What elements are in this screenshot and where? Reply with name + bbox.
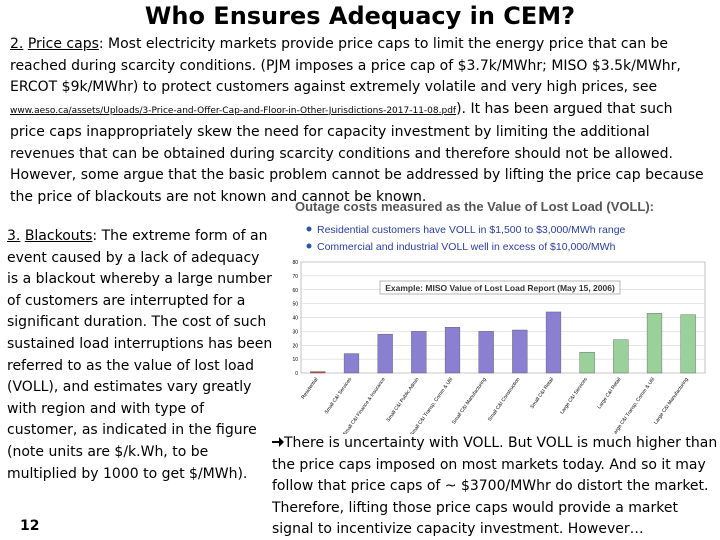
slide-title: Who Ensures Adequacy in CEM? [144, 2, 576, 30]
chart: Outage costs measured as the Value of Lo… [285, 198, 720, 434]
bar [512, 329, 528, 374]
link[interactable]: www.aeso.ca/assets/Uploads/3-Price-and-O… [10, 105, 457, 116]
bar [680, 314, 696, 374]
page-number: 12 [20, 518, 40, 534]
arrow-icon [272, 437, 284, 447]
bar [579, 351, 595, 374]
y-tick-label: 60 [292, 288, 298, 294]
text: : The extreme form of an event caused by… [7, 228, 273, 482]
y-tick-label: 30 [292, 329, 298, 335]
number: 3. [7, 228, 21, 244]
y-tick-label: 80 [292, 260, 298, 266]
bar [613, 339, 629, 374]
bar [411, 331, 427, 374]
bar [377, 333, 393, 374]
text: ). It has been argued that such price ca… [10, 100, 704, 205]
text: There is uncertainty with VOLL. But VOLL… [272, 435, 718, 537]
figure-bullet: Commercial and industrial VOLL well in e… [317, 241, 616, 253]
text: : Most electricity markets provide price… [10, 36, 681, 95]
y-tick-label: 40 [292, 316, 298, 322]
conclusion: There is uncertainty with VOLL. But VOLL… [272, 433, 718, 540]
bullet [306, 243, 312, 249]
y-tick-label: 70 [292, 274, 298, 280]
chart-title-box [379, 280, 621, 295]
bullet [306, 226, 312, 232]
bar [478, 331, 494, 374]
bar [545, 311, 562, 374]
heading: Blackouts [24, 228, 93, 244]
bar [310, 371, 326, 374]
number: 2. [10, 36, 24, 52]
y-tick-label: 50 [292, 302, 298, 308]
chart-title: Example: MISO Value of Lost Load Report … [385, 283, 615, 293]
paragraph: 2. Price caps: Most electricity markets … [10, 34, 710, 208]
figure-bullet: Residential customers have VOLL in $1,50… [317, 224, 626, 236]
bar [646, 313, 663, 374]
bar [444, 327, 461, 374]
y-tick-label: 20 [292, 343, 298, 349]
paragraph: 3. Blackouts: The extreme form of an eve… [7, 226, 275, 485]
y-tick-label: 10 [292, 357, 298, 363]
bar [343, 353, 360, 374]
heading: Price caps [27, 36, 99, 52]
y-tick-label: 0 [295, 371, 298, 377]
figure-heading: Outage costs measured as the Value of Lo… [295, 199, 654, 214]
